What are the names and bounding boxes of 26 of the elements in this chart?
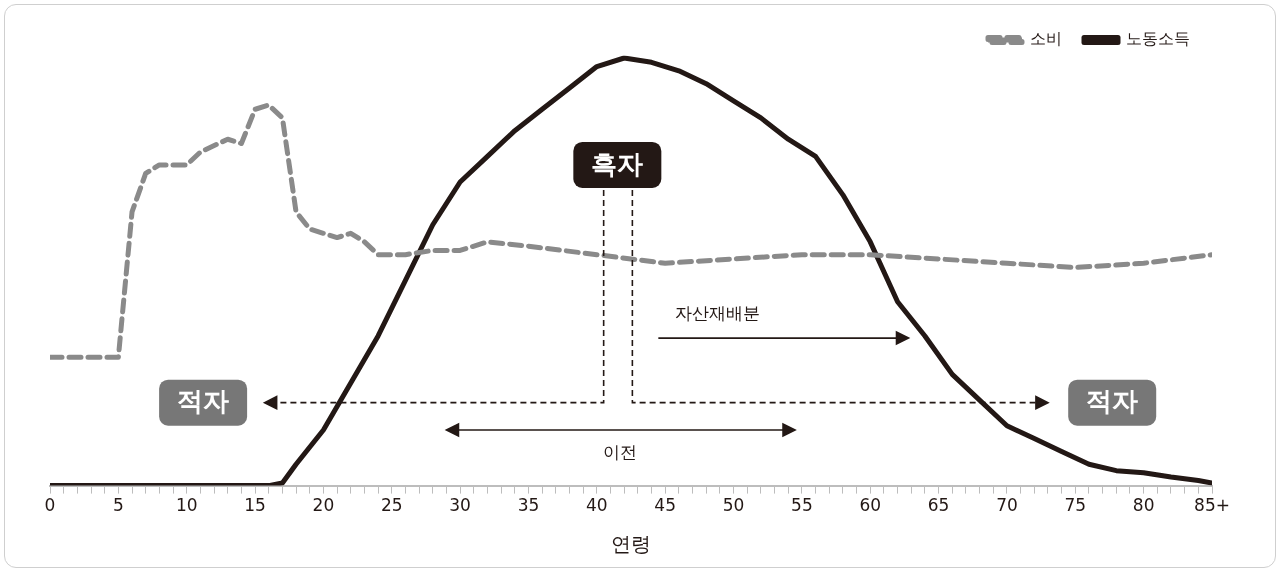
x-tick-label: 75 [1064,495,1087,516]
annotation: 적자 [1086,386,1139,417]
x-axis-title: 연령 [611,532,651,557]
x-tick-label: 60 [859,495,882,516]
x-tick-label: 5 [112,495,124,516]
x-tick-label: 80 [1132,495,1155,516]
x-tick-label: 15 [244,495,266,516]
x-tick-label: 20 [312,495,335,516]
legend-label: 소비 [1030,29,1062,49]
annotation: 흑자 [591,148,644,179]
x-tick-label: 70 [996,495,1018,516]
x-tick-label: 45 [654,495,676,516]
x-tick-label: 85+ [1194,495,1230,516]
legend-label: 노동소득 [1126,29,1190,49]
x-tick-label: 30 [449,495,471,516]
x-tick-label: 50 [722,495,745,516]
x-tick-label: 35 [517,495,540,516]
x-tick-label: 65 [927,495,950,516]
x-tick-label: 0 [44,495,56,516]
annotation: 적자 [177,386,230,417]
annotation: 이전 [603,441,638,462]
x-tick-label: 40 [586,495,608,516]
x-tick-label: 25 [380,495,403,516]
x-tick-label: 10 [175,495,198,516]
annotation: 자산재배분 [674,302,760,323]
x-tick-label: 55 [791,495,813,516]
